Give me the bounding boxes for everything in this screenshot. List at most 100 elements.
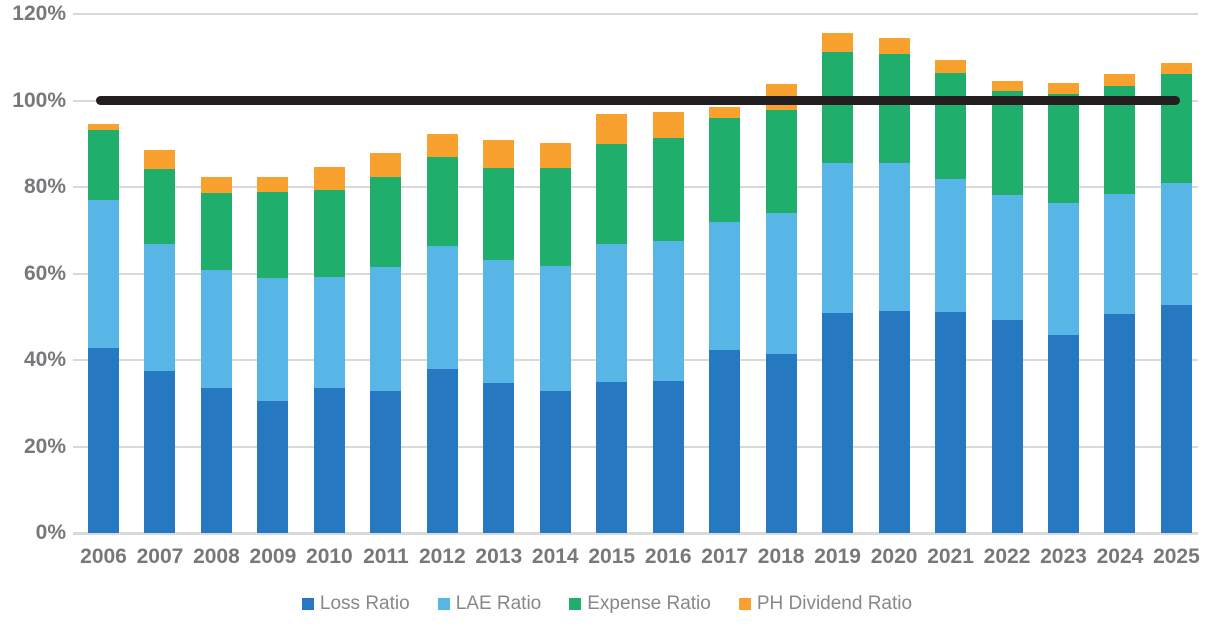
bar-segment-ph-dividend-ratio-2025: [1160, 63, 1192, 75]
x-tick-label-2023: 2023: [1040, 545, 1087, 568]
gridline-80: [73, 186, 1198, 188]
bar-segment-ph-dividend-ratio-2007: [144, 149, 176, 170]
bar-segment-lae-ratio-2008: [200, 270, 232, 389]
bar-segment-expense-ratio-2009: [257, 192, 289, 278]
bar-segment-expense-ratio-2011: [370, 177, 402, 268]
x-tick-label-2017: 2017: [701, 545, 749, 568]
bar-segment-lae-ratio-2018: [765, 213, 797, 354]
bar-segment-loss-ratio-2006: [88, 348, 119, 533]
x-tick-label-2010: 2010: [306, 545, 353, 568]
x-tick-label-2006: 2006: [80, 545, 127, 568]
legend-label-loss-ratio: Loss Ratio: [319, 593, 410, 614]
bar-segment-loss-ratio-2017: [709, 350, 741, 533]
bar-segment-lae-ratio-2006: [88, 199, 119, 349]
y-tick-label-80: 80%: [23, 175, 66, 198]
bar-segment-lae-ratio-2020: [878, 162, 910, 312]
bar-segment-expense-ratio-2008: [200, 192, 232, 271]
bar-segment-ph-dividend-ratio-2017: [709, 106, 741, 119]
bar-segment-lae-ratio-2021: [935, 179, 967, 313]
bar-segment-lae-ratio-2007: [144, 244, 176, 371]
bar-segment-loss-ratio-2019: [822, 312, 854, 533]
bar-segment-expense-ratio-2013: [483, 167, 515, 261]
bar-segment-lae-ratio-2015: [596, 244, 628, 382]
bar-segment-ph-dividend-ratio-2022: [991, 81, 1023, 91]
bar-segment-ph-dividend-ratio-2009: [257, 177, 289, 193]
bar-segment-ph-dividend-ratio-2008: [200, 177, 232, 193]
bar-segment-ph-dividend-ratio-2021: [935, 59, 967, 74]
bar-segment-expense-ratio-2021: [935, 73, 967, 180]
bar-segment-ph-dividend-ratio-2014: [539, 143, 571, 169]
bar-segment-expense-ratio-2022: [991, 90, 1023, 195]
x-tick-label-2008: 2008: [193, 545, 240, 568]
bar-segment-expense-ratio-2014: [539, 168, 571, 266]
bar-segment-lae-ratio-2013: [483, 260, 515, 384]
bar-segment-lae-ratio-2012: [426, 246, 458, 370]
legend-label-lae-ratio: LAE Ratio: [455, 593, 542, 614]
gridline-0: [73, 531, 1198, 535]
legend-item-expense-ratio: Expense Ratio: [569, 592, 711, 616]
bar-segment-ph-dividend-ratio-2016: [652, 112, 684, 139]
bar-segment-lae-ratio-2011: [370, 267, 402, 391]
bar-segment-lae-ratio-2025: [1160, 183, 1192, 306]
bar-segment-lae-ratio-2022: [991, 194, 1023, 321]
bar-segment-expense-ratio-2006: [88, 129, 119, 200]
bar-segment-ph-dividend-ratio-2024: [1104, 74, 1136, 86]
x-tick-label-2014: 2014: [531, 545, 579, 568]
bar-segment-expense-ratio-2010: [313, 190, 345, 277]
y-tick-label-100: 100%: [12, 88, 66, 112]
x-tick-label-2018: 2018: [757, 545, 805, 568]
bar-segment-ph-dividend-ratio-2019: [822, 33, 854, 53]
bar-segment-loss-ratio-2016: [652, 380, 684, 533]
bar-segment-expense-ratio-2017: [709, 118, 741, 222]
bar-segment-loss-ratio-2022: [991, 320, 1023, 533]
legend-swatch-expense-ratio: [569, 598, 582, 610]
bar-segment-expense-ratio-2007: [144, 169, 176, 245]
bar-segment-lae-ratio-2023: [1047, 202, 1079, 335]
x-tick-label-2013: 2013: [475, 545, 523, 568]
legend-item-loss-ratio: Loss Ratio: [301, 592, 410, 616]
x-tick-label-2009: 2009: [249, 545, 297, 568]
reference-line-100pct: [96, 96, 1180, 105]
bar-segment-lae-ratio-2010: [313, 276, 345, 388]
bar-segment-loss-ratio-2018: [765, 353, 797, 533]
bar-segment-ph-dividend-ratio-2010: [313, 166, 345, 191]
bar-segment-loss-ratio-2021: [935, 312, 967, 533]
x-tick-label-2011: 2011: [363, 545, 409, 568]
bar-segment-loss-ratio-2007: [144, 370, 176, 533]
bar-segment-lae-ratio-2019: [822, 163, 854, 313]
bar-segment-loss-ratio-2024: [1104, 314, 1136, 533]
legend: Loss Ratio LAE Ratio Expense Ratio PH Divid…: [0, 592, 1214, 616]
bar-segment-ph-dividend-ratio-2023: [1047, 83, 1079, 94]
x-tick-label-2022: 2022: [983, 545, 1031, 568]
bar-segment-lae-ratio-2009: [257, 277, 289, 401]
bar-segment-loss-ratio-2012: [426, 369, 458, 533]
legend-label-expense-ratio: Expense Ratio: [587, 593, 711, 614]
bar-segment-lae-ratio-2014: [539, 265, 571, 392]
gridline-120: [73, 13, 1198, 15]
bar-segment-expense-ratio-2020: [878, 54, 910, 163]
bar-segment-loss-ratio-2025: [1160, 305, 1192, 533]
bar-segment-ph-dividend-ratio-2012: [426, 133, 458, 158]
bar-segment-loss-ratio-2020: [878, 311, 910, 533]
x-tick-label-2015: 2015: [588, 545, 636, 568]
bar-segment-expense-ratio-2012: [426, 157, 458, 247]
bar-segment-expense-ratio-2016: [652, 138, 684, 241]
bar-segment-ph-dividend-ratio-2013: [483, 140, 515, 168]
legend-swatch-lae-ratio: [437, 598, 450, 610]
bar-segment-lae-ratio-2016: [652, 240, 684, 381]
x-tick-label-2020: 2020: [870, 545, 918, 568]
bar-segment-ph-dividend-ratio-2015: [596, 114, 628, 145]
bar-segment-expense-ratio-2018: [765, 109, 797, 214]
legend-item-lae-ratio: LAE Ratio: [437, 592, 542, 616]
legend-item-ph-dividend-ratio: PH Dividend Ratio: [738, 592, 913, 616]
legend-swatch-ph-dividend-ratio: [738, 598, 751, 610]
bar-segment-loss-ratio-2010: [313, 387, 345, 533]
y-tick-label-20: 20%: [23, 434, 66, 458]
gridline-60: [73, 272, 1198, 275]
bar-segment-ph-dividend-ratio-2011: [370, 153, 402, 178]
bar-segment-loss-ratio-2013: [483, 383, 515, 533]
legend-swatch-loss-ratio: [301, 598, 314, 610]
bar-segment-lae-ratio-2017: [709, 221, 741, 351]
legend-label-ph-dividend-ratio: PH Dividend Ratio: [756, 593, 913, 614]
